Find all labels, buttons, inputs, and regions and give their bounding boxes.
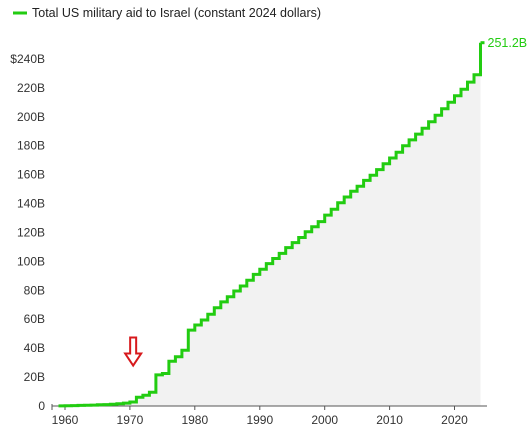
y-tick-label: 40B	[24, 341, 45, 355]
legend-label: Total US military aid to Israel (constan…	[32, 6, 321, 20]
plot-area: 0 20B 40B 60B 80B 100B 120B 140B 160B 180B 200B 220…	[10, 36, 527, 427]
y-tick-label: 100B	[17, 254, 45, 268]
y-tick-label: $240B	[10, 52, 45, 66]
y-tick-label: 80B	[24, 283, 45, 297]
end-value-label: 251.2B	[488, 36, 528, 50]
y-tick-label: 120B	[17, 226, 45, 240]
x-tick-label: 1970	[117, 413, 144, 427]
y-tick-label: 20B	[24, 370, 45, 384]
x-tick-label: 2010	[376, 413, 403, 427]
y-tick-label: 160B	[17, 168, 45, 182]
x-tick-label: 2020	[441, 413, 468, 427]
x-tick-label: 1980	[181, 413, 208, 427]
y-tick-label: 180B	[17, 139, 45, 153]
legend: Total US military aid to Israel (constan…	[13, 6, 321, 20]
y-tick-label: 200B	[17, 110, 45, 124]
series-line	[58, 42, 482, 408]
y-tick-label: 60B	[24, 312, 45, 326]
y-tick-label: 220B	[17, 81, 45, 95]
annotation-arrow	[123, 336, 144, 368]
area-fill	[58, 42, 481, 406]
x-tick-label: 2000	[311, 413, 338, 427]
x-tick-label: 1960	[52, 413, 79, 427]
x-tick-label: 1990	[246, 413, 273, 427]
legend-swatch	[13, 11, 27, 15]
y-tick-label: 0	[38, 399, 45, 413]
y-tick-label: 140B	[17, 197, 45, 211]
